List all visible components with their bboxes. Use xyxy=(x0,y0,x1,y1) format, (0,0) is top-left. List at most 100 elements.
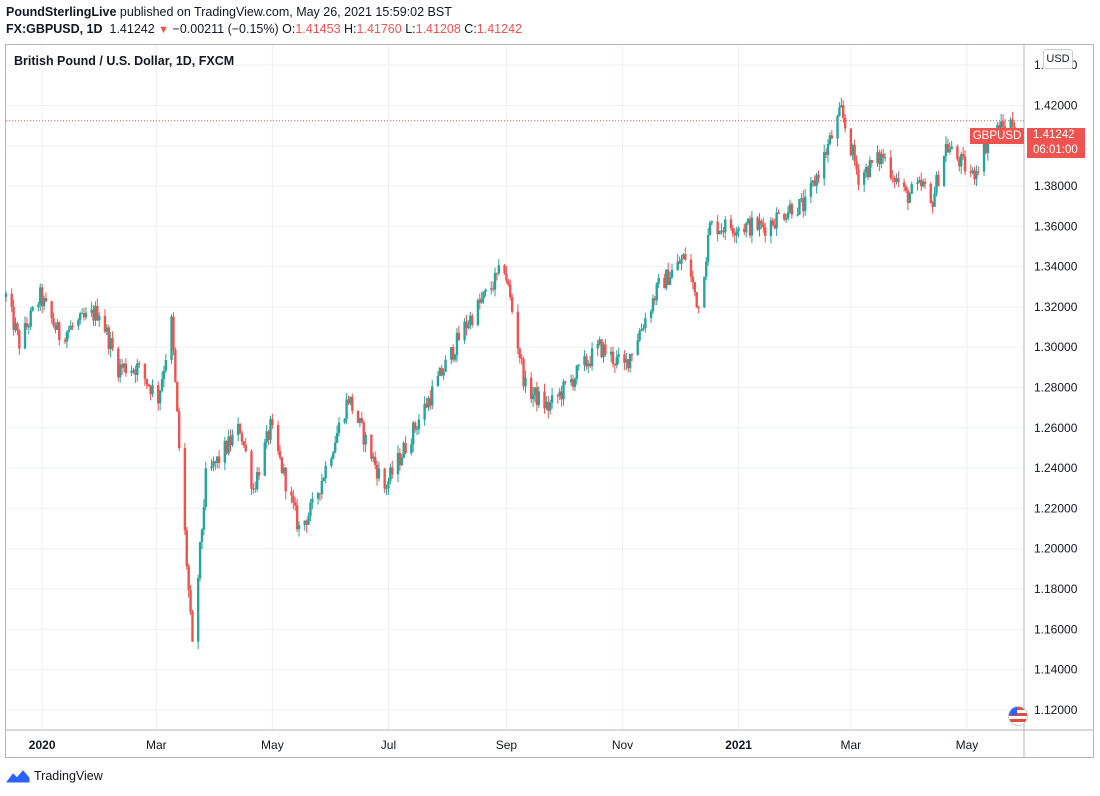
candle-body xyxy=(162,370,166,380)
publisher-line: PoundSterlingLive published on TradingVi… xyxy=(6,5,452,19)
candle-body xyxy=(800,198,803,200)
candle-body xyxy=(136,363,139,376)
candle-body xyxy=(516,311,520,349)
footer-brand[interactable]: TradingView xyxy=(6,769,103,783)
candle-body xyxy=(986,141,990,153)
candle-body xyxy=(210,466,213,469)
y-tick-label: 1.30000 xyxy=(1034,340,1078,354)
candle-body xyxy=(431,386,434,406)
candle-body xyxy=(921,181,925,187)
candle-body xyxy=(467,325,470,329)
candle-body xyxy=(724,219,727,233)
candle-body xyxy=(857,169,860,185)
candle-body xyxy=(25,323,29,327)
candle-body xyxy=(16,323,19,331)
y-tick-label: 1.22000 xyxy=(1034,501,1078,515)
candle-body xyxy=(145,378,149,385)
candle-body xyxy=(415,428,419,430)
candle-body xyxy=(216,456,219,463)
candle-body xyxy=(164,359,168,371)
candle-body xyxy=(65,332,69,342)
us-flag-icon[interactable] xyxy=(1008,706,1028,726)
candle-body xyxy=(316,493,320,499)
candle-body xyxy=(31,307,34,311)
candle-body xyxy=(929,183,932,203)
candle-body xyxy=(906,190,910,203)
candle-body xyxy=(185,530,188,567)
candle-body xyxy=(746,219,750,224)
x-tick-label: Nov xyxy=(612,738,633,752)
candle-body xyxy=(278,450,282,458)
y-tick-label: 1.18000 xyxy=(1034,582,1078,596)
candle-body xyxy=(389,467,392,481)
candle-body xyxy=(918,179,921,183)
candle-body xyxy=(975,171,978,180)
candle-body xyxy=(362,422,365,445)
candle-body xyxy=(866,167,870,178)
currency-button[interactable]: USD xyxy=(1043,49,1073,69)
candle-body xyxy=(625,359,628,363)
candle-body xyxy=(868,160,872,178)
candle-body xyxy=(1009,119,1012,131)
candle-body xyxy=(609,351,613,355)
candle-body xyxy=(948,149,951,153)
candle-body xyxy=(708,222,712,235)
candle-body xyxy=(942,155,946,186)
candle-body xyxy=(429,397,432,406)
candle-body xyxy=(470,315,474,326)
candle-body xyxy=(769,220,773,237)
candle-body xyxy=(638,331,641,341)
candle-body xyxy=(611,351,615,364)
candle-body xyxy=(18,330,21,349)
candle-body xyxy=(904,186,908,191)
candle-body xyxy=(12,306,15,330)
candle-body xyxy=(604,344,607,355)
candle-body xyxy=(79,313,82,321)
candle-body xyxy=(676,261,679,270)
candle-body xyxy=(410,444,413,454)
candle-body xyxy=(417,419,421,429)
candle-body xyxy=(387,480,390,489)
candle-body xyxy=(438,368,442,376)
candle-body xyxy=(843,117,847,129)
candle-body xyxy=(790,204,794,215)
candle-body xyxy=(63,340,67,342)
candle-body xyxy=(636,340,639,355)
down-arrow-icon: ▼ xyxy=(158,24,170,36)
candle-body xyxy=(802,198,805,212)
candle-body xyxy=(969,171,972,174)
candle-body xyxy=(891,177,894,179)
candle-body xyxy=(54,325,57,330)
candle-body xyxy=(809,183,813,197)
candle-body xyxy=(295,505,299,530)
candle-body xyxy=(318,493,322,495)
candle-body xyxy=(271,419,274,426)
candle-body xyxy=(1001,121,1005,127)
candle-body xyxy=(257,471,261,476)
publisher-name[interactable]: PoundSterlingLive xyxy=(6,5,117,19)
candle-body xyxy=(824,152,828,155)
candle-body xyxy=(82,313,86,318)
candle-body xyxy=(744,223,748,233)
open-label: O: xyxy=(282,22,296,36)
candle-body xyxy=(585,356,588,367)
candle-body xyxy=(157,385,160,404)
footer-brand-label: TradingView xyxy=(34,769,103,783)
candle-body xyxy=(294,502,297,506)
candle-body xyxy=(23,323,27,349)
candle-body xyxy=(862,172,866,185)
candle-body xyxy=(600,339,603,358)
candle-body xyxy=(851,144,854,156)
candle-body xyxy=(267,431,270,440)
candle-body xyxy=(678,261,681,264)
candle-body xyxy=(231,435,234,446)
chart-frame xyxy=(5,44,1094,758)
candle-body xyxy=(916,182,919,185)
candle-body xyxy=(684,254,687,260)
candle-body xyxy=(644,318,647,329)
candle-body xyxy=(680,259,683,264)
tradingview-logo-icon xyxy=(6,770,30,783)
candle-body xyxy=(881,153,885,158)
candle-body xyxy=(777,212,780,214)
